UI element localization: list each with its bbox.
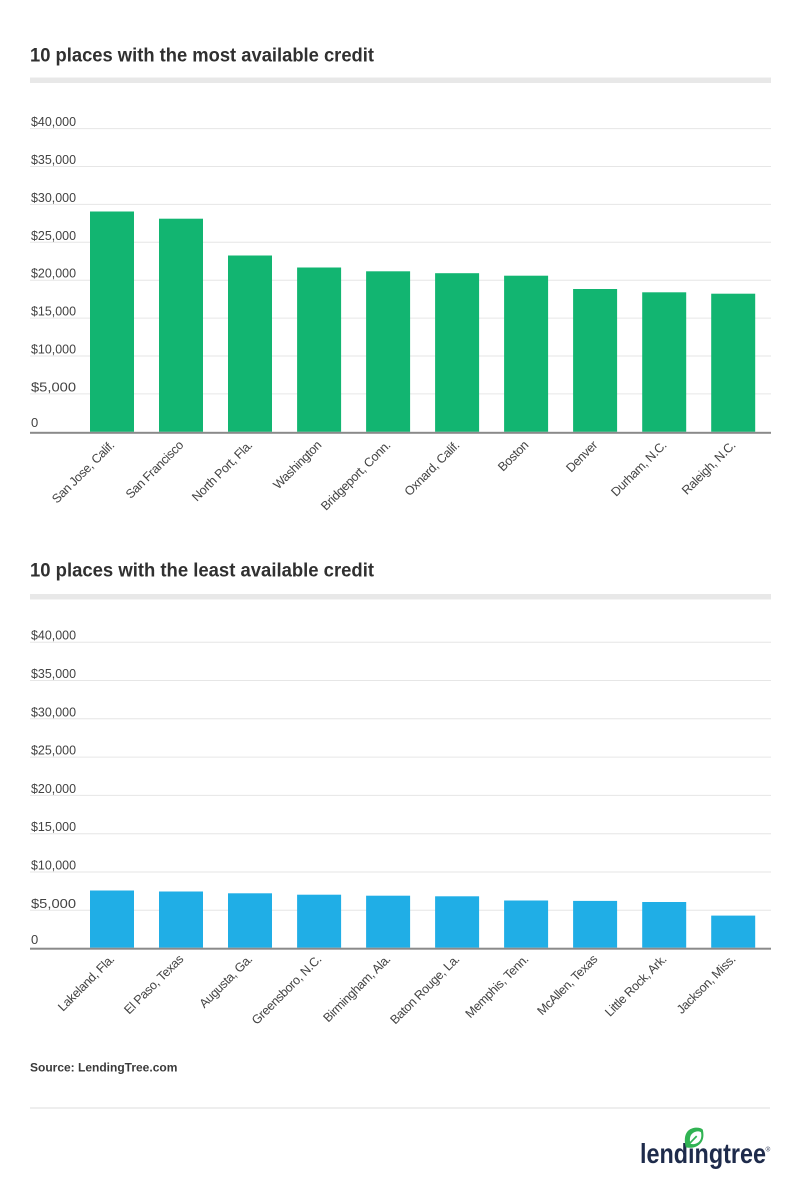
svg-text:$40,000: $40,000 [31, 114, 76, 129]
svg-text:$40,000: $40,000 [31, 628, 76, 643]
svg-text:0: 0 [31, 415, 38, 430]
svg-text:$15,000: $15,000 [31, 304, 76, 319]
svg-text:$20,000: $20,000 [31, 781, 76, 796]
svg-text:$5,000: $5,000 [31, 896, 76, 911]
svg-text:$25,000: $25,000 [31, 228, 76, 243]
svg-text:$25,000: $25,000 [31, 743, 76, 758]
svg-text:lendıngtree: lendıngtree [640, 1138, 766, 1169]
svg-text:$10,000: $10,000 [31, 342, 76, 357]
svg-text:$35,000: $35,000 [31, 666, 76, 681]
svg-text:$15,000: $15,000 [31, 819, 76, 834]
svg-text:$35,000: $35,000 [31, 152, 76, 167]
svg-text:$10,000: $10,000 [31, 858, 76, 873]
svg-text:10 places with the least avail: 10 places with the least available credi… [30, 561, 375, 582]
svg-text:Source: LendingTree.com: Source: LendingTree.com [30, 1061, 177, 1075]
svg-text:$30,000: $30,000 [31, 704, 76, 719]
svg-text:$20,000: $20,000 [31, 266, 76, 281]
svg-text:0: 0 [31, 932, 38, 947]
svg-text:$5,000: $5,000 [31, 379, 76, 394]
svg-text:10 places with the most availa: 10 places with the most available credit [30, 46, 375, 67]
svg-text:$30,000: $30,000 [31, 190, 76, 205]
svg-text:®: ® [766, 1146, 771, 1154]
